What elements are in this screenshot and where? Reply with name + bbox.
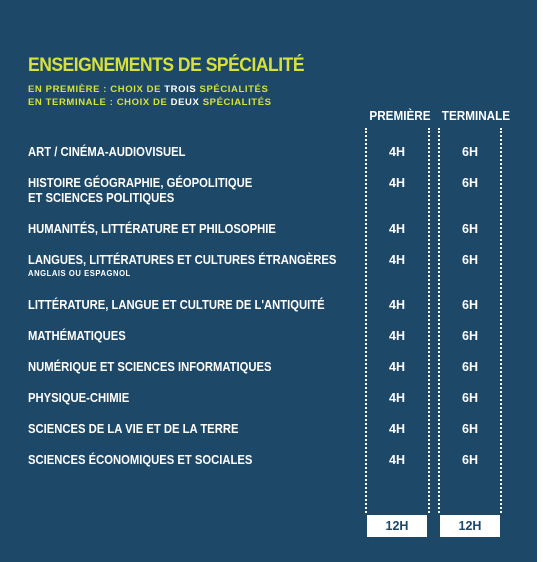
subtitle-terminale-suffix: SPÉCIALITÉS xyxy=(199,97,272,108)
subtitle-premiere-prefix: EN PREMIÈRE : CHOIX DE xyxy=(28,84,165,95)
hours-terminale: 6H xyxy=(462,253,478,267)
speciality-label-text: ART / CINÉMA-AUDIOVISUEL xyxy=(28,145,186,159)
speciality-label: PHYSIQUE-CHIMIE xyxy=(28,391,129,406)
speciality-label-text: HUMANITÉS, LITTÉRATURE ET PHILOSOPHIE xyxy=(28,222,276,236)
column-header-premiere: PREMIÈRE xyxy=(369,108,431,123)
total-terminale: 12H xyxy=(440,515,500,537)
hours-premiere: 4H xyxy=(389,253,405,267)
hours-premiere: 4H xyxy=(389,360,405,374)
subtitle-terminale-highlight: DEUX xyxy=(170,97,200,108)
subtitle-premiere-highlight: TROIS xyxy=(164,84,197,95)
column-divider xyxy=(428,128,430,513)
hours-premiere: 4H xyxy=(389,145,405,159)
speciality-label: LITTÉRATURE, LANGUE ET CULTURE DE L'ANTI… xyxy=(28,298,325,313)
hours-premiere: 4H xyxy=(389,222,405,236)
speciality-label-text: MATHÉMATIQUES xyxy=(28,329,126,343)
hours-terminale: 6H xyxy=(462,329,478,343)
hours-premiere: 4H xyxy=(389,176,405,190)
speciality-label: ART / CINÉMA-AUDIOVISUEL xyxy=(28,145,186,160)
total-premiere: 12H xyxy=(367,515,427,537)
speciality-label-text: SCIENCES DE LA VIE ET DE LA TERRE xyxy=(28,422,239,436)
hours-premiere: 4H xyxy=(389,391,405,405)
hours-terminale: 6H xyxy=(462,453,478,467)
hours-premiere: 4H xyxy=(389,453,405,467)
hours-premiere: 4H xyxy=(389,422,405,436)
column-header-terminale: TERMINALE xyxy=(441,108,511,123)
hours-premiere: 4H xyxy=(389,298,405,312)
speciality-label-text: SCIENCES ÉCONOMIQUES ET SOCIALES xyxy=(28,453,253,467)
speciality-note: ANGLAIS OU ESPAGNOL xyxy=(28,268,131,278)
speciality-label: LANGUES, LITTÉRATURES ET CULTURES ÉTRANG… xyxy=(28,253,336,279)
hours-terminale: 6H xyxy=(462,391,478,405)
speciality-label-text: LITTÉRATURE, LANGUE ET CULTURE DE L'ANTI… xyxy=(28,298,325,312)
speciality-label-text: HISTOIRE GÉOGRAPHIE, GÉOPOLITIQUE xyxy=(28,176,253,190)
subtitle-terminale: EN TERMINALE : CHOIX DE DEUX SPÉCIALITÉS xyxy=(28,97,272,108)
speciality-label: SCIENCES DE LA VIE ET DE LA TERRE xyxy=(28,422,238,437)
column-divider xyxy=(438,128,440,513)
hours-terminale: 6H xyxy=(462,145,478,159)
page-title: ENSEIGNEMENTS DE SPÉCIALITÉ xyxy=(28,55,305,76)
speciality-label-text: NUMÉRIQUE ET SCIENCES INFORMATIQUES xyxy=(28,360,272,374)
speciality-label: MATHÉMATIQUES xyxy=(28,329,126,344)
hours-terminale: 6H xyxy=(462,360,478,374)
subtitle-premiere-suffix: SPÉCIALITÉS xyxy=(196,84,269,95)
hours-premiere: 4H xyxy=(389,329,405,343)
speciality-label-text-line2: ET SCIENCES POLITIQUES xyxy=(28,191,175,205)
speciality-label: HISTOIRE GÉOGRAPHIE, GÉOPOLITIQUE ET SCIE… xyxy=(28,176,252,206)
hours-terminale: 6H xyxy=(462,176,478,190)
subtitle-terminale-prefix: EN TERMINALE : CHOIX DE xyxy=(28,97,171,108)
column-divider xyxy=(500,128,502,513)
hours-terminale: 6H xyxy=(462,222,478,236)
speciality-label-text: LANGUES, LITTÉRATURES ET CULTURES ÉTRANG… xyxy=(28,253,337,267)
speciality-label-text: PHYSIQUE-CHIMIE xyxy=(28,391,130,405)
speciality-label: HUMANITÉS, LITTÉRATURE ET PHILOSOPHIE xyxy=(28,222,276,237)
subtitle-premiere: EN PREMIÈRE : CHOIX DE TROIS SPÉCIALITÉS xyxy=(28,84,268,95)
speciality-label: SCIENCES ÉCONOMIQUES ET SOCIALES xyxy=(28,453,252,468)
hours-terminale: 6H xyxy=(462,422,478,436)
speciality-label: NUMÉRIQUE ET SCIENCES INFORMATIQUES xyxy=(28,360,272,375)
column-divider xyxy=(365,128,367,513)
hours-terminale: 6H xyxy=(462,298,478,312)
